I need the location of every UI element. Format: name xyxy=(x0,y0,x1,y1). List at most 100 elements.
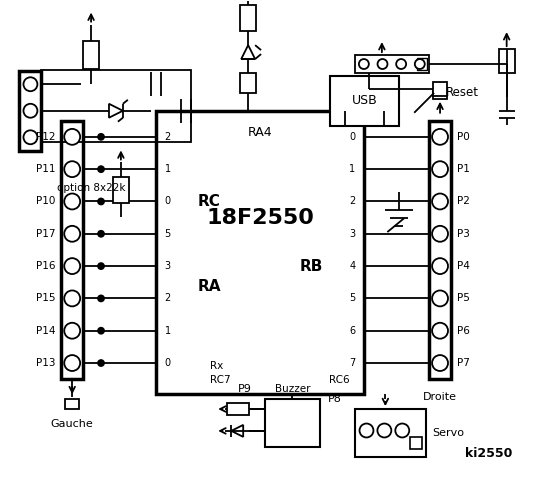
Text: 3: 3 xyxy=(349,229,356,239)
Bar xyxy=(240,73,256,93)
Bar xyxy=(410,437,422,449)
Bar xyxy=(61,120,83,379)
Text: Reset: Reset xyxy=(446,86,479,99)
Text: 2: 2 xyxy=(349,196,356,206)
Circle shape xyxy=(415,59,425,69)
Text: P14: P14 xyxy=(36,326,55,336)
Circle shape xyxy=(64,193,80,209)
Text: 3: 3 xyxy=(165,261,171,271)
Circle shape xyxy=(432,161,448,177)
Text: 18F2550: 18F2550 xyxy=(206,208,314,228)
Circle shape xyxy=(64,129,80,145)
Text: Buzzer: Buzzer xyxy=(275,384,310,394)
Circle shape xyxy=(377,423,392,437)
Circle shape xyxy=(23,130,38,144)
Circle shape xyxy=(432,355,448,371)
Circle shape xyxy=(98,166,104,172)
Circle shape xyxy=(378,59,388,69)
Text: option 8x22k: option 8x22k xyxy=(57,183,126,193)
Text: 7: 7 xyxy=(349,358,356,368)
Circle shape xyxy=(98,134,104,140)
Circle shape xyxy=(64,258,80,274)
Text: 0: 0 xyxy=(165,196,171,206)
Text: 0: 0 xyxy=(349,132,356,142)
Text: 5: 5 xyxy=(349,293,356,303)
Circle shape xyxy=(98,360,104,366)
Bar xyxy=(433,89,447,99)
Bar xyxy=(330,76,399,126)
Text: Servo: Servo xyxy=(432,428,464,438)
Bar xyxy=(41,71,190,142)
Text: P15: P15 xyxy=(36,293,55,303)
Text: P12: P12 xyxy=(36,132,55,142)
Bar xyxy=(156,111,364,394)
Circle shape xyxy=(359,59,369,69)
Bar xyxy=(417,58,427,70)
Text: P9: P9 xyxy=(238,384,252,394)
Text: P13: P13 xyxy=(36,358,55,368)
Bar xyxy=(499,49,515,73)
Text: 1: 1 xyxy=(349,164,356,174)
Text: P10: P10 xyxy=(36,196,55,206)
Text: 0: 0 xyxy=(165,358,171,368)
Text: P3: P3 xyxy=(457,229,470,239)
Text: RC: RC xyxy=(197,194,220,209)
Circle shape xyxy=(98,328,104,334)
Bar xyxy=(27,133,34,141)
Circle shape xyxy=(64,323,80,339)
Text: P2: P2 xyxy=(457,196,470,206)
Circle shape xyxy=(359,423,373,437)
Bar xyxy=(83,41,99,69)
Text: RA4: RA4 xyxy=(248,126,273,139)
Text: P5: P5 xyxy=(457,293,470,303)
Text: ki2550: ki2550 xyxy=(465,447,513,460)
Circle shape xyxy=(64,290,80,306)
Text: 5: 5 xyxy=(165,229,171,239)
Text: 2: 2 xyxy=(165,132,171,142)
Circle shape xyxy=(98,199,104,204)
Text: RC7: RC7 xyxy=(210,375,231,385)
Text: Rx: Rx xyxy=(210,361,223,371)
Bar xyxy=(433,82,447,96)
Text: P4: P4 xyxy=(457,261,470,271)
Bar xyxy=(429,120,451,379)
Text: Droite: Droite xyxy=(423,392,457,402)
Circle shape xyxy=(64,161,80,177)
Bar xyxy=(113,178,129,203)
Text: Gauche: Gauche xyxy=(51,419,93,429)
Circle shape xyxy=(432,129,448,145)
Text: 1: 1 xyxy=(165,326,171,336)
Circle shape xyxy=(98,263,104,269)
Text: P1: P1 xyxy=(457,164,470,174)
Circle shape xyxy=(432,323,448,339)
Text: 4: 4 xyxy=(349,261,356,271)
Text: P8: P8 xyxy=(328,394,342,404)
Circle shape xyxy=(432,258,448,274)
Text: P16: P16 xyxy=(36,261,55,271)
Text: RA: RA xyxy=(197,279,221,294)
Bar xyxy=(354,409,426,457)
Circle shape xyxy=(23,104,38,118)
Text: RC6: RC6 xyxy=(329,375,349,385)
Circle shape xyxy=(395,423,409,437)
Text: P0: P0 xyxy=(457,132,469,142)
Circle shape xyxy=(23,77,38,91)
Circle shape xyxy=(64,226,80,242)
Text: P7: P7 xyxy=(457,358,470,368)
Text: P11: P11 xyxy=(36,164,55,174)
Text: 2: 2 xyxy=(165,293,171,303)
Circle shape xyxy=(98,295,104,301)
Text: P17: P17 xyxy=(36,229,55,239)
Circle shape xyxy=(396,59,406,69)
Text: USB: USB xyxy=(352,94,377,108)
Bar xyxy=(265,399,320,447)
Bar xyxy=(240,5,256,31)
Text: 6: 6 xyxy=(349,326,356,336)
Text: 1: 1 xyxy=(165,164,171,174)
Circle shape xyxy=(64,355,80,371)
Bar xyxy=(65,399,79,409)
Bar xyxy=(354,55,429,73)
Circle shape xyxy=(98,231,104,237)
Circle shape xyxy=(432,193,448,209)
Text: RB: RB xyxy=(299,259,323,274)
